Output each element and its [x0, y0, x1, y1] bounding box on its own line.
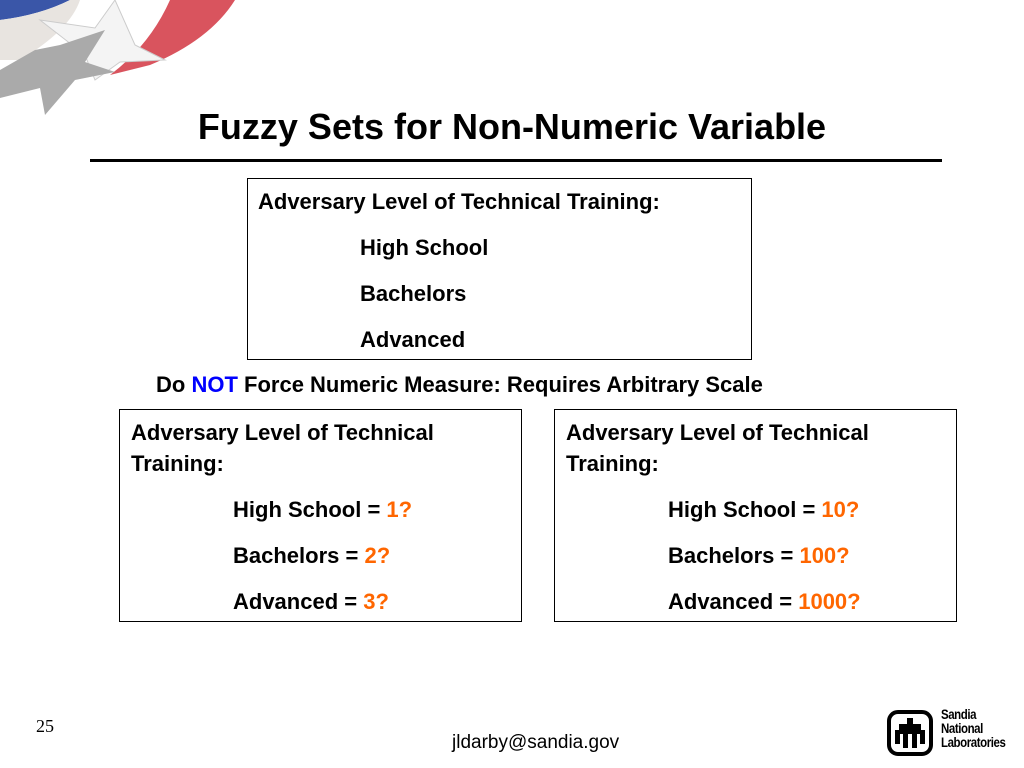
right-box-heading: Adversary Level of Technical — [566, 420, 869, 445]
note-pre: Do — [156, 372, 192, 397]
list-item: Advanced = 1000? — [668, 589, 861, 614]
note-text: Do NOT Force Numeric Measure: Requires A… — [156, 372, 763, 398]
left-box-heading-2: Training: — [131, 451, 224, 476]
list-item: Bachelors = 2? — [233, 543, 391, 568]
right-box-heading-2: Training: — [566, 451, 659, 476]
page-title: Fuzzy Sets for Non-Numeric Variable — [197, 106, 827, 147]
list-item: High School = 10? — [668, 497, 860, 522]
top-box-heading: Adversary Level of Technical Training: — [258, 189, 660, 214]
list-item: High School = 1? — [233, 497, 413, 522]
sandia-logo: Sandia National Laboratories — [887, 708, 1017, 758]
footer-email: jldarby@sandia.gov — [452, 732, 620, 753]
page-number: 25 — [36, 716, 54, 736]
note-post: Force Numeric Measure: Requires Arbitrar… — [237, 372, 763, 397]
list-item: Advanced = 3? — [233, 589, 389, 614]
left-box: Adversary Level of Technical Training: H… — [119, 409, 522, 622]
top-box: Adversary Level of Technical Training: H… — [247, 178, 752, 360]
star-banner-logo — [0, 0, 235, 115]
right-box: Adversary Level of Technical Training: H… — [554, 409, 957, 622]
left-box-heading: Adversary Level of Technical — [131, 420, 434, 445]
list-item: Bachelors — [360, 281, 467, 306]
list-item: Advanced — [360, 327, 466, 352]
list-item: High School — [360, 235, 489, 260]
note-emphasis: NOT — [191, 372, 238, 397]
thunderbird-icon — [887, 710, 933, 756]
title-divider — [90, 159, 942, 162]
list-item: Bachelors = 100? — [668, 543, 850, 568]
